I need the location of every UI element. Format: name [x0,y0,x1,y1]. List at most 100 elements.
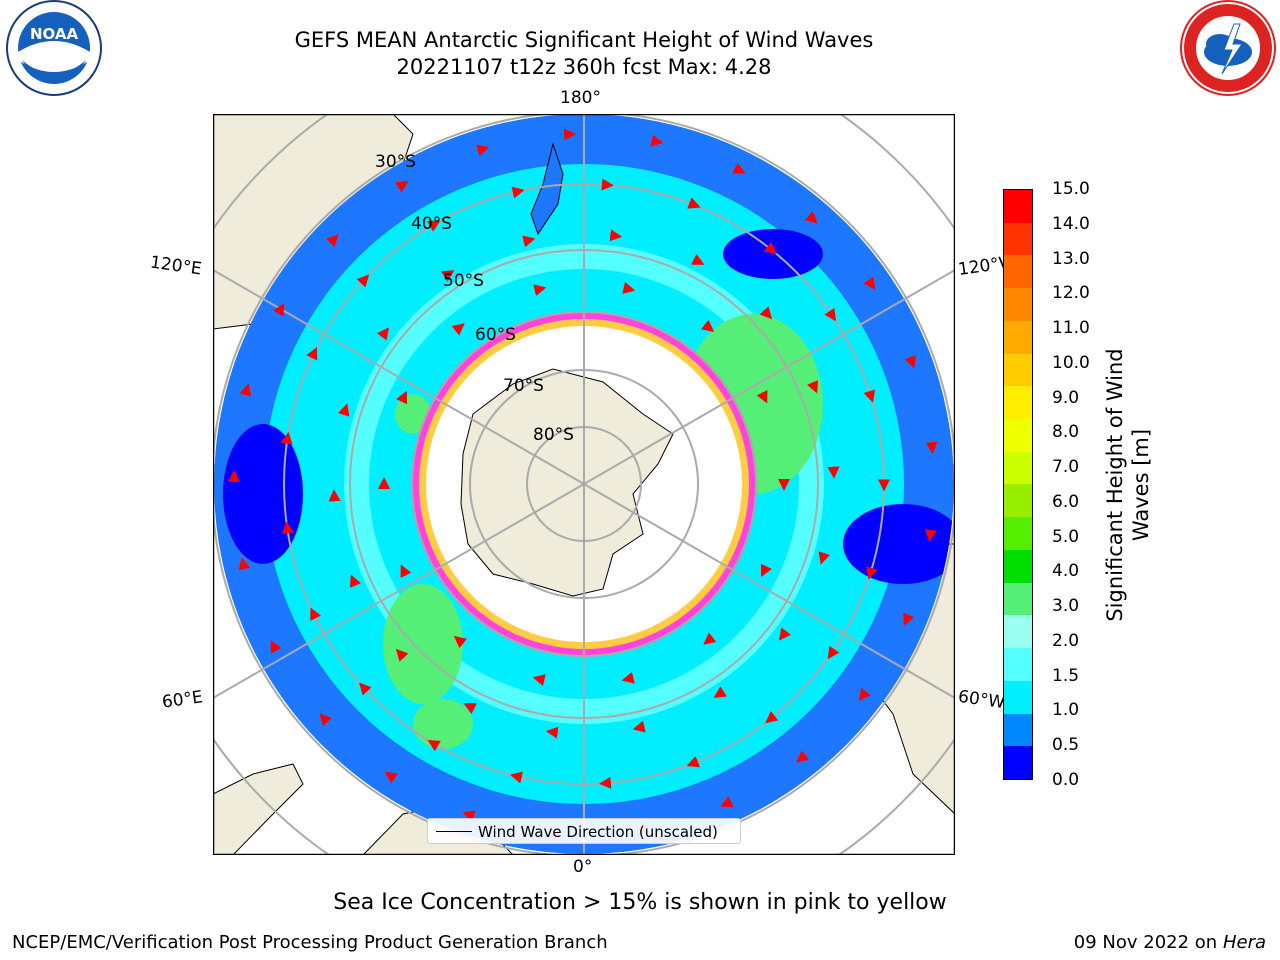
wind-wave-arrow [545,726,559,739]
colorbar-tick-label: 11.0 [1052,318,1090,339]
wind-wave-arrow [598,776,612,789]
lat-label-80s: 80°S [533,425,574,445]
wind-wave-arrow [509,771,523,784]
wind-wave-arrow [778,627,791,641]
wind-wave-arrow [310,607,322,621]
colorbar-tick-label: 5.0 [1052,526,1080,547]
wind-wave-arrow [427,220,441,232]
wind-wave-arrow [756,390,768,404]
lat-label-40s: 40°S [411,214,452,234]
footer-date: 09 Nov 2022 on Hera [1074,932,1266,953]
colorbar-tick-label: 6.0 [1052,491,1080,512]
colorbar-tick-label: 4.0 [1052,561,1080,582]
colorbar-label: Significant Height of Wind Waves [m] [1103,348,1153,622]
wind-wave-arrow [818,551,831,565]
colorbar-cell [1004,386,1032,420]
wind-wave-arrow [282,521,294,535]
wind-wave-arrow [622,282,636,294]
wind-wave-arrow [713,686,727,698]
wind-wave-arrow [451,323,465,336]
lat-label-60s: 60°S [475,325,516,345]
colorbar-tick-label: 15.0 [1052,179,1090,199]
colorbar-cell [1004,582,1032,616]
colorbar-tick-label: 12.0 [1052,283,1090,304]
colorbar-cell [1004,648,1032,681]
noaa-logo-text: NOAA [30,25,79,43]
wind-wave-arrow [858,687,871,702]
colorbar-tick-label: 14.0 [1052,213,1090,234]
wind-wave-arrow [280,431,293,445]
wind-wave-arrow [703,632,717,645]
wind-wave-arrow [632,720,646,733]
wind-wave-arrow [904,355,916,369]
wind-wave-arrow [759,306,773,320]
wind-wave-arrow [441,270,455,282]
wind-wave-arrow [377,327,390,341]
wind-wave-arrow [273,303,285,317]
colorbar-cell [1004,222,1032,256]
lat-label-50s: 50°S [443,271,484,291]
wind-wave-arrow [601,178,614,191]
wind-wave-arrow [765,711,779,724]
wind-wave-arrow [427,740,441,752]
wind-wave-arrow [760,563,772,578]
wind-wave-arrow [687,197,701,209]
footer-host: Hera [1222,932,1266,953]
wind-wave-arrow [827,645,840,660]
wind-wave-arrow [463,703,477,714]
colorbar-tick-label: 13.0 [1052,248,1090,269]
wind-wave-arrow [732,162,746,174]
wind-wave-arrow [395,648,409,662]
wind-wave-arrow [522,235,536,248]
colorbar-tick-label: 0.5 [1052,735,1080,756]
wind-wave-arrow [609,229,623,242]
wind-wave-arrow [824,307,837,322]
colorbar-tick-label: 0.0 [1052,770,1080,790]
colorbar-tick-label: 7.0 [1052,457,1080,478]
wind-wave-arrow [453,636,467,649]
footer-branch: NCEP/EMC/Verification Post Processing Pr… [12,932,608,953]
wind-wave-arrow [306,347,318,361]
lon-label-60w: 60°W [956,686,1007,714]
wind-wave-arrow [337,403,350,417]
lon-label-180: 180° [560,88,601,108]
wind-wave-arrow [462,810,476,822]
colorbar [1003,189,1033,780]
chart-title: GEFS MEAN Antarctic Significant Height o… [294,28,874,52]
wind-wave-arrow [701,319,715,332]
wind-wave-arrow [349,574,362,588]
wind-wave-arrow [511,186,525,199]
legend-line-icon [436,831,472,832]
wind-wave-arrow [384,771,398,784]
colorbar-cell [1004,484,1032,518]
wind-wave-arrow [532,674,546,686]
colorbar-cell [1004,451,1032,485]
lat-label-30s: 30°S [375,152,416,172]
wind-wave-arrow [356,274,370,288]
wind-wave-arrow [326,234,339,248]
wind-wave-arrow [720,796,734,808]
wind-wave-arrow [533,284,547,296]
wind-wave-arrow [686,756,700,768]
colorbar-cell [1004,549,1032,583]
wave-height-field [214,114,954,854]
lat-label-70s: 70°S [503,376,544,396]
wind-wave-arrow [925,529,937,542]
wind-wave-arrow [650,134,664,147]
footer-date-text: 09 Nov 2022 on [1073,932,1218,953]
colorbar-tick-label: 1.0 [1052,700,1080,721]
wind-wave-arrow [319,713,332,727]
wind-wave-arrow [476,144,490,157]
lon-label-0: 0° [573,857,593,877]
wind-wave-arrow [239,383,252,397]
colorbar-tick-label: 9.0 [1052,387,1080,408]
chart-subtitle: 20221107 t12z 360h fcst Max: 4.28 [396,55,772,79]
colorbar-cell [1004,320,1032,354]
wind-wave-arrow [400,564,412,578]
colorbar-cell [1004,746,1032,779]
colorbar-cell [1004,190,1032,223]
colorbar-cell [1004,288,1032,321]
wind-wave-arrow [863,389,876,403]
wind-wave-arrow [763,241,777,255]
colorbar-tick-label: 1.5 [1052,665,1080,686]
